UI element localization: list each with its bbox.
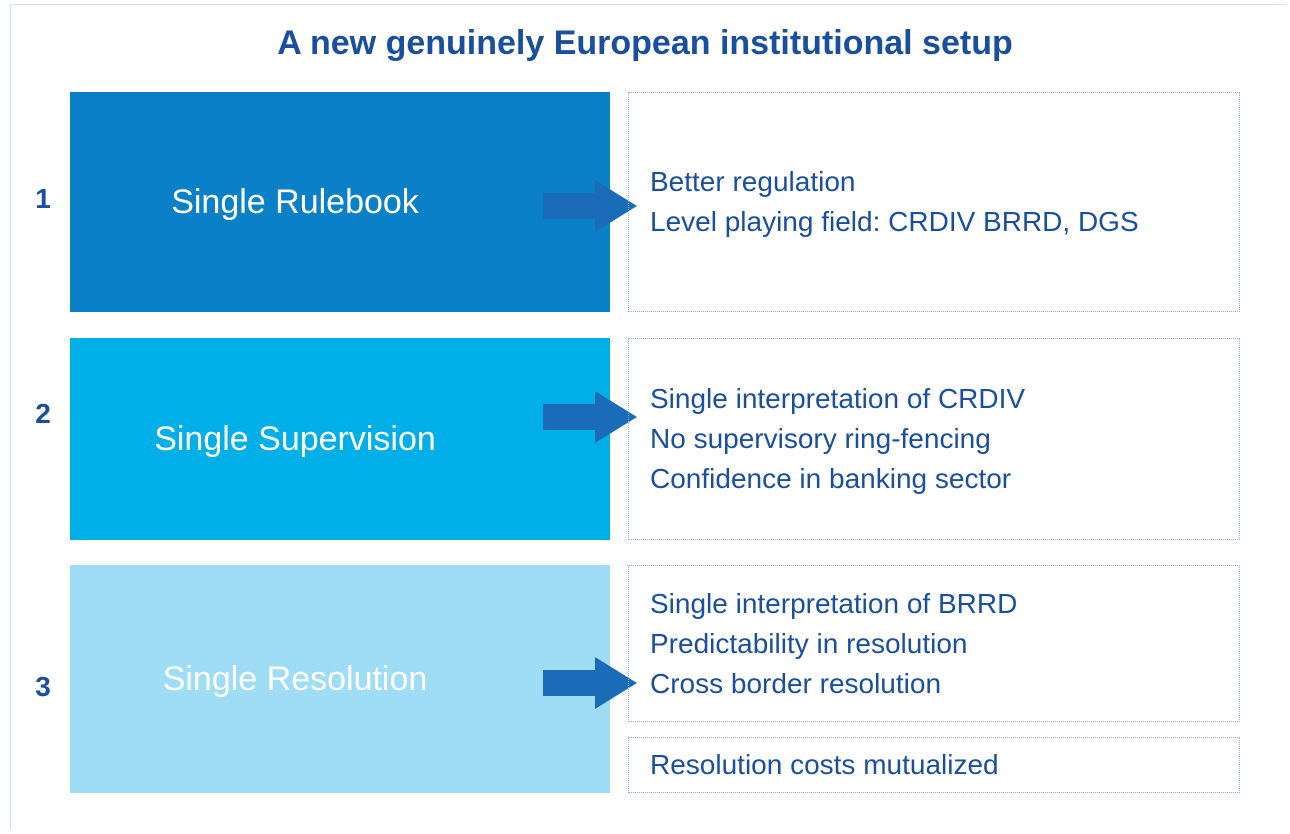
block: Single Resolution	[70, 565, 610, 793]
arrow	[543, 180, 637, 232]
row-number: 1	[35, 183, 51, 214]
block: Single Rulebook	[70, 92, 610, 312]
item: Better regulation	[650, 166, 856, 197]
item: Level playing field: CRDIV BRRD, DGS	[650, 206, 1139, 237]
row-number: 3	[35, 671, 51, 702]
arrow-shape	[543, 180, 637, 232]
block-label: Single Supervision	[154, 419, 436, 458]
item: Single interpretation of BRRD	[650, 587, 1018, 619]
item: Confidence in banking sector	[650, 463, 1012, 494]
frame	[10, 4, 1286, 830]
note: Resolution costs mutualized	[650, 749, 999, 780]
arrow	[543, 657, 637, 709]
title: A new genuinely European institutional s…	[277, 24, 1013, 62]
arrow-shape	[543, 657, 637, 709]
block-label: Single Rulebook	[171, 182, 419, 221]
item: Single interpretation of CRDIV	[650, 383, 1026, 414]
item: No supervisory ring-fencing	[650, 423, 991, 454]
block-label: Single Resolution	[162, 659, 428, 698]
row-number: 2	[35, 398, 51, 429]
item: Cross border resolution	[650, 667, 942, 699]
block: Single Supervision	[70, 338, 610, 540]
note-box: Resolution costs mutualized	[628, 737, 1240, 793]
item-box: Single interpretation of BRRD Predictabil…	[628, 565, 1240, 722]
arrow-shape	[543, 391, 637, 443]
arrow	[543, 391, 637, 443]
item-box: Single interpretation of CRDIV No supervi…	[628, 338, 1240, 540]
item: Predictability in resolution	[650, 627, 968, 659]
item-box: Better regulation Level playing field: CR…	[628, 92, 1240, 312]
